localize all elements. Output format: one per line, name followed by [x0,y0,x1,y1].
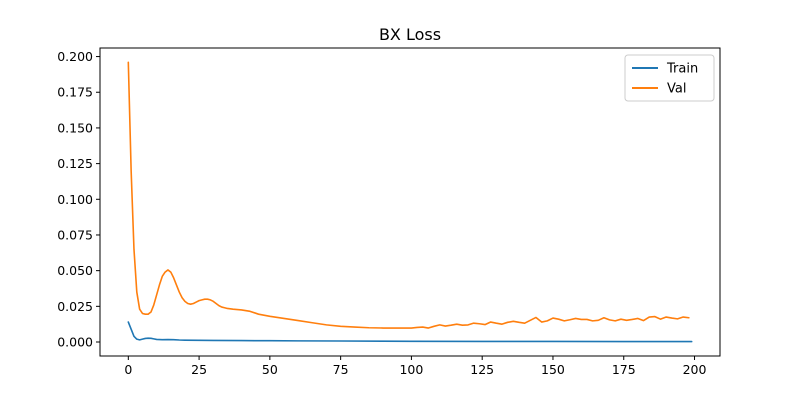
series-lines [127,61,693,343]
y-tick-label: 0.175 [57,85,93,100]
y-tick-label: 0.200 [57,49,93,64]
x-tick-label: 75 [333,362,349,377]
legend-label-val: Val [667,82,686,97]
y-tick-label: 0.000 [57,335,93,350]
y-tick-label: 0.150 [57,120,93,135]
series-line-train [127,321,693,343]
legend-box [624,54,715,102]
chart-title: BX Loss [379,25,441,44]
y-tick-label: 0.075 [57,227,93,242]
x-tick-label: 175 [612,362,636,377]
plot-area-frame [99,47,721,357]
x-tick-label: 200 [683,362,707,377]
x-tick-label: 25 [191,362,207,377]
y-axis: 0.000 0.025 0.050 0.075 0.100 0.125 0.150 0.175… [57,49,100,350]
legend-label-train: Train [666,62,698,77]
x-axis: 0 25 50 75 100 125 150 175 200 [124,356,706,377]
y-tick-label: 0.025 [57,299,93,314]
y-tick-label: 0.125 [57,156,93,171]
y-tick-label: 0.100 [57,192,93,207]
x-tick-label: 125 [470,362,494,377]
x-tick-label: 50 [262,362,278,377]
x-tick-label: 100 [399,362,423,377]
legend: Train Val [624,54,715,102]
y-tick-label: 0.050 [57,263,93,278]
x-tick-label: 0 [124,362,132,377]
x-tick-label: 150 [541,362,565,377]
series-line-val [127,61,690,329]
